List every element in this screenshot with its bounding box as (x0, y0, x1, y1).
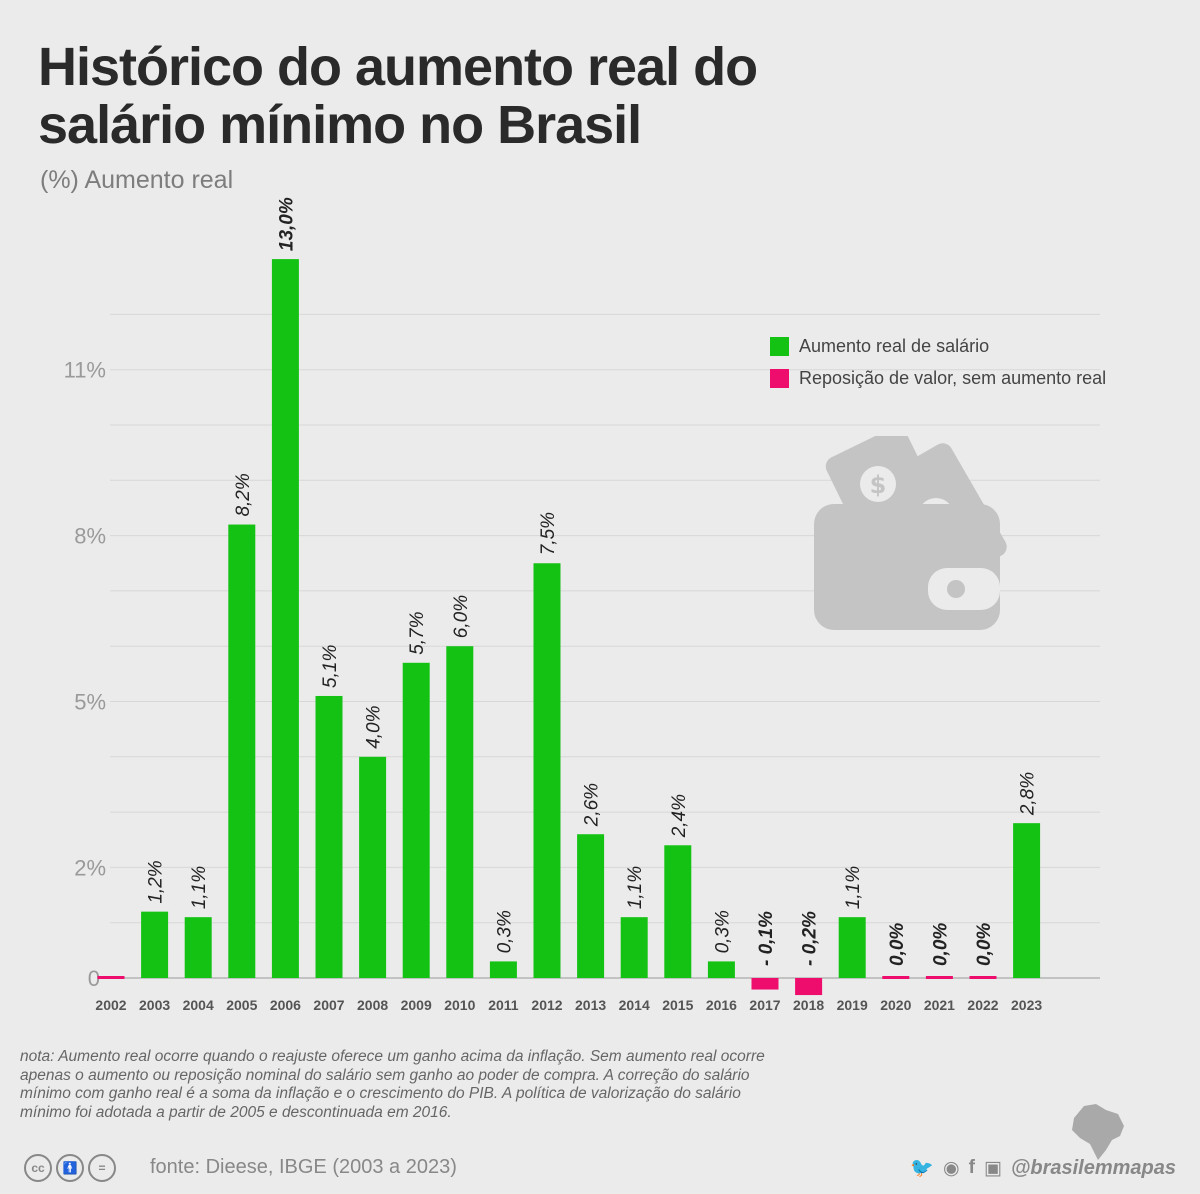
bar-chart: 0 2% 5% 8% 11% 2002 2003 1,2% 2004 1,1% 2005 8,2% 20… (64, 197, 1100, 1013)
y-tick-label: 11% (64, 358, 106, 383)
value-label: 4,0% (364, 705, 385, 748)
value-label: 5,7% (407, 611, 428, 654)
value-label: 1,1% (189, 866, 210, 909)
value-label: 0,0% (887, 923, 908, 966)
value-label: 13,0% (276, 197, 297, 251)
bar-2014 (620, 917, 648, 978)
x-tick-label: 2020 (880, 997, 911, 1013)
x-tick-label: 2018 (793, 997, 824, 1013)
x-tick-label: 2019 (837, 997, 868, 1013)
x-tick-label: 2002 (95, 997, 126, 1013)
x-tick-label: 2023 (1011, 997, 1042, 1013)
value-label: 0,0% (930, 923, 951, 966)
facebook-icon[interactable]: f (968, 1157, 975, 1178)
reddit-icon[interactable]: ◉ (942, 1157, 960, 1179)
y-tick-label: 2% (74, 855, 106, 880)
bar-2006 (271, 259, 299, 979)
legend: Aumento real de salário Reposição de val… (770, 330, 1106, 394)
x-tick-label: 2005 (226, 997, 257, 1013)
bar-2012 (533, 563, 561, 978)
legend-item-repo: Reposição de valor, sem aumento real (770, 362, 1106, 394)
instagram-icon[interactable]: ▣ (983, 1157, 1002, 1179)
x-tick-label: 2006 (270, 997, 301, 1013)
source-text: fonte: Dieese, IBGE (2003 a 2023) (150, 1156, 457, 1178)
x-tick-label: 2010 (444, 997, 475, 1013)
value-label: 7,5% (538, 512, 559, 555)
value-label: 5,1% (320, 645, 341, 688)
value-label: - 0,1% (756, 911, 777, 966)
wallet-icon: $ $ (814, 436, 1007, 630)
bar-2013 (577, 834, 605, 978)
chart-subtitle: (%) Aumento real (40, 166, 234, 194)
bar-2009 (402, 662, 430, 978)
x-tick-label: 2012 (531, 997, 562, 1013)
value-label: 0,0% (974, 923, 995, 966)
brazil-map-icon (1072, 1104, 1124, 1160)
x-tick-label: 2003 (139, 997, 170, 1013)
bar-2022 (969, 976, 997, 979)
bar-2005 (228, 524, 256, 978)
footnote: nota: Aumento real ocorre quando o reaju… (20, 1048, 765, 1121)
bar-2004 (184, 917, 212, 978)
value-label: 1,1% (625, 866, 646, 909)
value-label: 1,1% (843, 866, 864, 909)
cc-icon: cc (24, 1154, 52, 1182)
x-tick-label: 2015 (662, 997, 693, 1013)
x-tick-label: 2008 (357, 997, 388, 1013)
value-label: 8,2% (233, 473, 254, 516)
bar-2010 (446, 646, 474, 978)
y-tick-label: 5% (74, 690, 106, 715)
by-icon: 🚹 (56, 1154, 84, 1182)
x-tick-label: 2004 (183, 997, 214, 1013)
x-tick-label: 2017 (749, 997, 780, 1013)
legend-label-repo: Reposição de valor, sem aumento real (799, 367, 1107, 388)
legend-item-gain: Aumento real de salário (770, 330, 1106, 362)
bar-2015 (664, 845, 692, 978)
value-label: 2,4% (669, 794, 690, 838)
x-tick-label: 2013 (575, 997, 606, 1013)
legend-label-gain: Aumento real de salário (799, 335, 990, 356)
bar-2018 (795, 978, 823, 996)
x-tick-label: 2011 (488, 997, 519, 1013)
bar-2017 (751, 978, 779, 990)
value-label: 2,8% (1018, 772, 1039, 816)
x-tick-label: 2007 (313, 997, 344, 1013)
nd-icon: = (88, 1154, 116, 1182)
x-tick-label: 2022 (967, 997, 998, 1013)
value-label: 6,0% (451, 595, 472, 638)
bar-2019 (838, 917, 866, 978)
license-badges: cc 🚹 = (24, 1154, 116, 1182)
chart-title: Histórico do aumento real do salário mín… (38, 37, 758, 155)
legend-swatch-gain (770, 336, 789, 356)
bar-2023 (1013, 823, 1041, 978)
x-tick-label: 2014 (619, 997, 650, 1013)
x-tick-label: 2021 (924, 997, 955, 1013)
y-tick-label: 8% (74, 524, 106, 549)
y-tick-label: 0 (88, 966, 100, 991)
value-label: - 0,2% (800, 911, 821, 966)
bar-2002 (97, 976, 125, 979)
bar-2007 (315, 695, 343, 978)
twitter-icon[interactable]: 🐦 (910, 1158, 934, 1179)
bar-2020 (882, 976, 910, 979)
social-handle[interactable]: @brasilemmapas (1010, 1156, 1176, 1179)
bar-2008 (359, 756, 387, 978)
bar-2021 (925, 976, 953, 979)
bar-2003 (141, 911, 169, 978)
value-label: 0,3% (494, 910, 515, 953)
legend-swatch-repo (770, 368, 789, 388)
bar-2016 (707, 961, 735, 978)
social-links: 🐦 ◉ f ▣ @brasilemmapas (910, 1156, 1176, 1180)
x-tick-label: 2016 (706, 997, 737, 1013)
value-label: 2,6% (582, 783, 603, 827)
svg-text:$: $ (870, 471, 887, 499)
value-label: 1,2% (146, 860, 167, 903)
x-tick-label: 2009 (401, 997, 432, 1013)
value-label: 0,3% (712, 910, 733, 953)
bar-2011 (489, 961, 517, 978)
